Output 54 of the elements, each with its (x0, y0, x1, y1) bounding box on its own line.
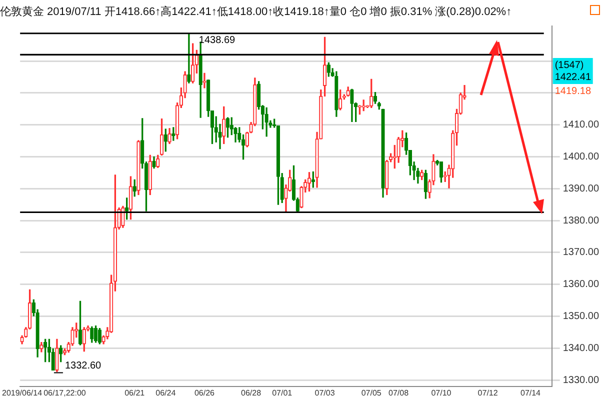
candlestick (362, 100, 366, 112)
y-tick-label: 1370.00 (562, 247, 600, 258)
candlestick (420, 170, 424, 180)
candlestick (43, 338, 48, 362)
candlestick (358, 105, 362, 115)
candlestick (55, 338, 59, 372)
x-tick-label: 07/08 (388, 388, 410, 398)
chart-title: 伦敦黄金 2019/07/11 开1418.66↑高1422.41↑低1418.00↑收1419.18↑量0 仓0 增0 振0.31% 涨(0.28)0.02%↑ (0, 4, 512, 19)
candlestick (121, 206, 125, 228)
candlestick (132, 179, 136, 197)
x-tick-label: 06/21 (124, 388, 146, 398)
annotation: 1438.69 (198, 35, 236, 46)
y-tick-label: 1340.00 (562, 342, 600, 354)
y-tick-label: 1410.00 (562, 120, 600, 131)
x-tick-label: 07/12 (478, 388, 498, 398)
candlestick (152, 156, 156, 169)
y-tick-label: 1400.00 (562, 152, 600, 163)
x-tick-label: 07/14 (520, 388, 542, 398)
x-tick-label: 07/05 (361, 388, 382, 398)
candlestick (82, 327, 86, 352)
x-tick-label: 06/17,22:00 (44, 388, 86, 398)
candlestick (160, 118, 164, 156)
y-tick-label: 1350.00 (562, 310, 600, 322)
candlestick (326, 62, 330, 77)
candlestick (40, 342, 44, 352)
candlestick (346, 86, 350, 96)
candlestick (136, 140, 140, 196)
candlestick (148, 154, 152, 196)
candlestick (128, 176, 133, 220)
candlestick (202, 72, 206, 88)
candlestick (334, 71, 338, 117)
text: 1419.18 (554, 86, 592, 97)
candlestick (168, 128, 172, 144)
y-tick-label: 1360.00 (562, 279, 600, 290)
y-tick-label: 1330.00 (562, 374, 600, 386)
x-tick-label: 07/01 (272, 388, 293, 398)
x-tick-label: 06/26 (194, 388, 216, 398)
x-tick-label: 07/10 (431, 388, 452, 398)
annotation: 1332.60 (64, 360, 102, 372)
y-tick-label: 1380.00 (562, 215, 600, 226)
candlestick (187, 33, 191, 84)
candlestick (164, 128, 168, 152)
text: (1547) 1422.41 (554, 60, 592, 83)
candlestick (226, 117, 230, 138)
candlestick (125, 198, 129, 220)
x-tick-label: 2019/06/14 (2, 388, 43, 398)
candlestick (190, 43, 195, 84)
candlestick (439, 162, 444, 183)
candlestick (264, 107, 268, 137)
x-tick-label: 06/28 (241, 388, 262, 398)
x-tick-label: 06/24 (156, 388, 176, 398)
y-tick-label: 1390.00 (562, 183, 600, 194)
candlestick (78, 300, 82, 346)
x-tick-label: 07/03 (314, 388, 336, 398)
